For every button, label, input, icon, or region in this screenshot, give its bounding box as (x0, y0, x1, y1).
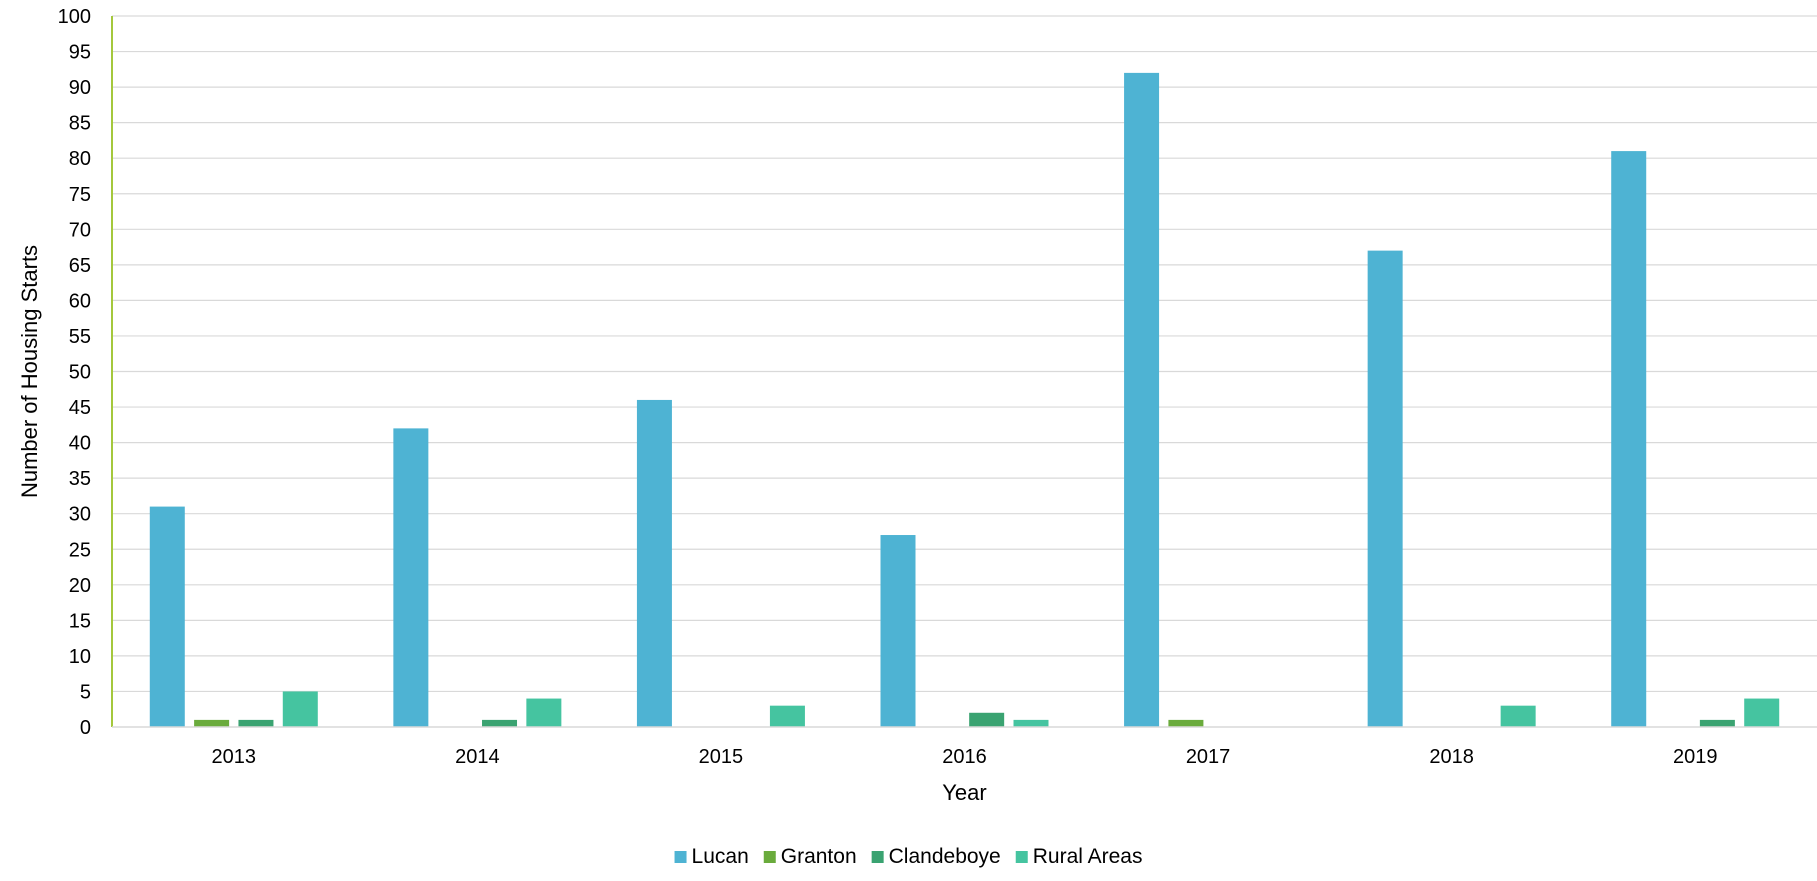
y-tick-label: 40 (69, 433, 91, 455)
bar-rural-areas-2013 (282, 691, 318, 727)
bar-lucan-2017 (1124, 72, 1160, 727)
y-axis-title: Number of Housing Starts (17, 245, 42, 498)
legend-swatch-rural-areas (1015, 851, 1028, 863)
bar-clandeboye-2016 (969, 712, 1005, 727)
bar-clandeboye-2013 (238, 719, 274, 727)
x-tick-labels: 2013 2014 2015 2016 2017 2018 2019 (212, 746, 1718, 768)
y-tick-label: 10 (69, 646, 91, 668)
y-tick-label: 100 (58, 6, 91, 28)
x-tick-label: 2013 (212, 746, 257, 768)
bar-clandeboye-2019 (1699, 719, 1735, 727)
bar-lucan-2015 (636, 399, 672, 727)
legend-label-granton: Granton (781, 845, 857, 868)
bar-lucan-2014 (393, 428, 429, 727)
y-tick-label: 75 (69, 184, 91, 206)
y-tick-label: 70 (69, 219, 91, 241)
legend: Lucan Granton Clandeboye Rural Areas (674, 845, 1143, 868)
y-tick-label: 90 (69, 77, 91, 99)
legend-swatch-clandeboye (871, 851, 884, 863)
bar-lucan-2016 (880, 535, 916, 727)
y-tick-label: 60 (69, 290, 91, 312)
bar-lucan-2018 (1367, 250, 1403, 727)
bar-rural-areas-2018 (1500, 705, 1536, 727)
bars (149, 72, 1780, 728)
x-tick-label: 2015 (699, 746, 744, 768)
bar-rural-areas-2015 (769, 705, 805, 727)
bar-lucan-2019 (1611, 151, 1647, 728)
y-tick-label: 5 (80, 681, 91, 703)
legend-swatch-lucan (674, 851, 687, 863)
y-tick-label: 85 (69, 113, 91, 135)
legend-swatch-granton (763, 851, 776, 863)
bar-clandeboye-2014 (482, 719, 518, 727)
legend-label-rural-areas: Rural Areas (1033, 845, 1143, 868)
y-tick-label: 15 (69, 610, 91, 632)
x-tick-label: 2014 (455, 746, 500, 768)
y-tick-labels: 0 5 10 15 20 25 30 35 40 45 50 55 60 65 70 75 80 85 90 95 10… (58, 6, 91, 739)
x-tick-label: 2019 (1673, 746, 1718, 768)
y-tick-label: 45 (69, 397, 91, 419)
y-tick-label: 30 (69, 504, 91, 526)
y-tick-label: 95 (69, 42, 91, 64)
legend-label-lucan: Lucan (692, 845, 749, 868)
gridlines (112, 15, 1817, 693)
legend-label-clandeboye: Clandeboye (889, 845, 1001, 868)
bar-granton-2017 (1168, 719, 1204, 727)
bar-rural-areas-2016 (1013, 719, 1049, 727)
y-tick-label: 35 (69, 468, 91, 490)
x-axis-title: Year (942, 780, 986, 805)
x-tick-label: 2016 (942, 746, 987, 768)
x-tick-label: 2017 (1186, 746, 1231, 768)
bar-lucan-2013 (149, 506, 185, 727)
y-tick-label: 0 (80, 717, 91, 739)
bar-rural-areas-2014 (526, 698, 562, 727)
y-tick-label: 55 (69, 326, 91, 348)
y-tick-label: 25 (69, 539, 91, 561)
bar-rural-areas-2019 (1744, 698, 1780, 727)
bar-granton-2013 (194, 719, 230, 727)
y-tick-label: 80 (69, 148, 91, 170)
axes (111, 16, 1817, 728)
y-tick-label: 65 (69, 255, 91, 277)
x-tick-label: 2018 (1429, 746, 1474, 768)
y-tick-label: 20 (69, 575, 91, 597)
y-tick-label: 50 (69, 362, 91, 384)
